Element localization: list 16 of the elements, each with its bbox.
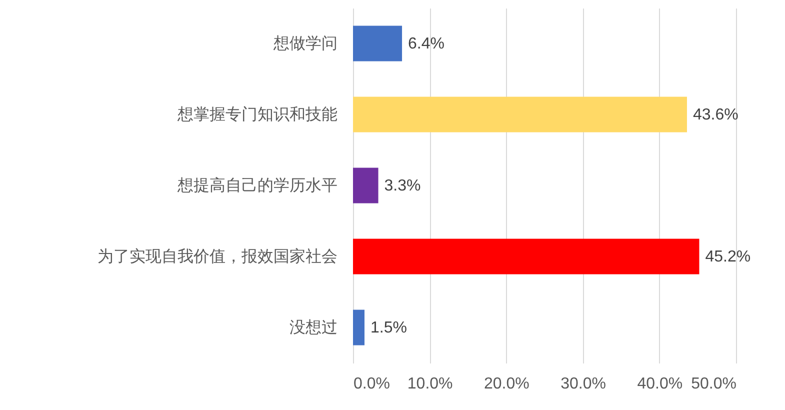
y-tick-label: 想提高自己的学历水平 — [176, 176, 338, 194]
data-label: 45.2% — [705, 248, 751, 266]
data-label: 1.5% — [370, 320, 407, 336]
y-tick-label: 想掌握专门知识和技能 — [176, 106, 338, 124]
x-tick-label: 40.0% — [637, 376, 683, 392]
y-tick-label: 想做学问 — [272, 34, 338, 52]
data-label: 3.3% — [384, 178, 421, 194]
y-tick-label: 没想过 — [290, 318, 338, 336]
y-tick-label: 为了实现自我价值，报效国家社会 — [98, 248, 338, 266]
data-label: 43.6% — [692, 106, 738, 124]
x-tick-label: 20.0% — [484, 376, 530, 392]
data-label: 6.4% — [408, 36, 444, 52]
x-tick-label: 30.0% — [560, 376, 606, 392]
x-tick-label: 10.0% — [407, 376, 453, 392]
x-tick-label: 0.0% — [354, 376, 390, 392]
x-tick-label: 50.0% — [691, 376, 736, 392]
